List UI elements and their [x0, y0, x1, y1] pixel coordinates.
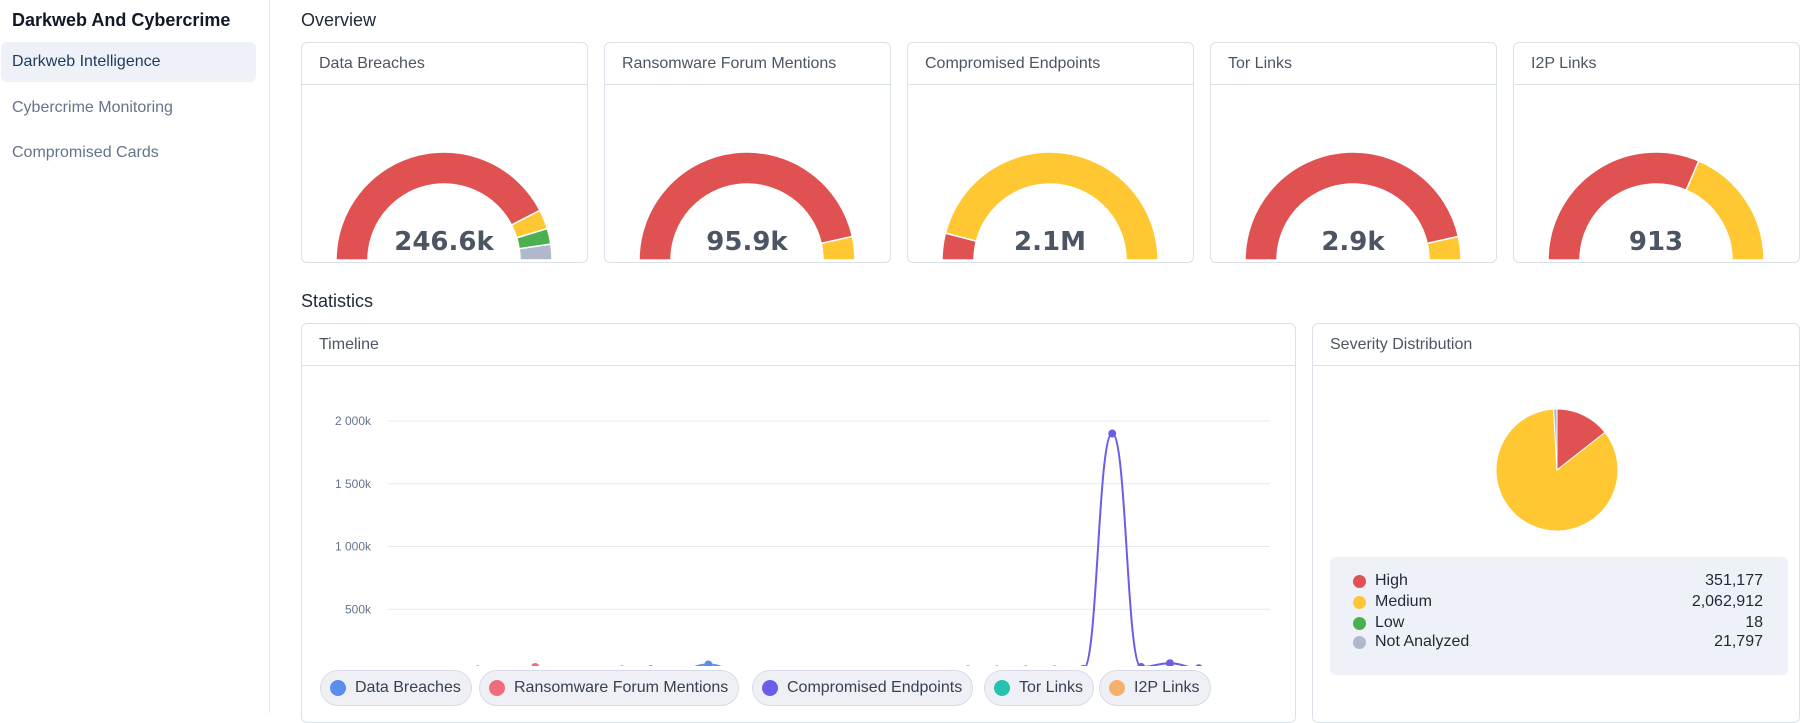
- severity-legend: High 351,177 Medium 2,062,912 Low 18 Not…: [1330, 557, 1788, 675]
- data-point[interactable]: [1051, 665, 1059, 666]
- gauge-segment[interactable]: [1686, 161, 1764, 260]
- y-tick-label: 500k: [345, 602, 372, 616]
- overview-title: Overview: [301, 10, 376, 31]
- legend-label: Ransomware Forum Mentions: [514, 679, 728, 697]
- y-tick-label: 1 000k: [335, 540, 372, 554]
- severity-row-not-analyzed: Not Analyzed 21,797: [1353, 632, 1763, 652]
- data-point[interactable]: [1108, 430, 1116, 438]
- severity-label: Not Analyzed: [1375, 633, 1469, 651]
- data-point[interactable]: [618, 665, 626, 666]
- overview-card-title: Compromised Endpoints: [908, 43, 1193, 85]
- overview-card: Data Breaches 246.6k: [301, 42, 588, 263]
- severity-dot-not-analyzed: [1353, 636, 1366, 649]
- data-point[interactable]: [531, 663, 539, 666]
- legend-dot-icon: [1109, 680, 1125, 696]
- data-point[interactable]: [474, 665, 482, 666]
- severity-value: 18: [1745, 614, 1763, 632]
- legend-dot-icon: [762, 680, 778, 696]
- severity-value: 2,062,912: [1692, 593, 1763, 611]
- data-point[interactable]: [704, 660, 712, 666]
- overview-card-title: Ransomware Forum Mentions: [605, 43, 890, 85]
- sidebar-item-compromised-cards[interactable]: Compromised Cards: [1, 133, 256, 173]
- data-point[interactable]: [993, 665, 1001, 666]
- severity-dot-low: [1353, 617, 1366, 630]
- y-tick-label: 1 500k: [335, 477, 372, 491]
- severity-label: Medium: [1375, 593, 1432, 611]
- series-line: [420, 434, 1286, 666]
- severity-label: High: [1375, 572, 1408, 590]
- severity-row-medium: Medium 2,062,912: [1353, 592, 1763, 612]
- overview-card-title: Data Breaches: [302, 43, 587, 85]
- overview-card-title: Tor Links: [1211, 43, 1496, 85]
- severity-title: Severity Distribution: [1313, 324, 1799, 366]
- legend-dot-icon: [994, 680, 1010, 696]
- data-point[interactable]: [1022, 665, 1030, 666]
- timeline-legend-item[interactable]: Ransomware Forum Mentions: [479, 670, 739, 706]
- data-point[interactable]: [1195, 664, 1203, 666]
- sidebar-title: Darkweb And Cybercrime: [12, 10, 230, 31]
- severity-value: 21,797: [1714, 633, 1763, 651]
- legend-label: I2P Links: [1134, 679, 1200, 697]
- overview-card: Ransomware Forum Mentions 95.9k: [604, 42, 891, 263]
- overview-card: Tor Links 2.9k: [1210, 42, 1497, 263]
- gauge-chart: 2.9k: [1211, 85, 1496, 262]
- overview-card: I2P Links 913: [1513, 42, 1800, 263]
- severity-dot-medium: [1353, 596, 1366, 609]
- severity-label: Low: [1375, 614, 1404, 632]
- timeline-legend-item[interactable]: Data Breaches: [320, 670, 472, 706]
- gauge-chart: 2.1M: [908, 85, 1193, 262]
- sidebar-item-cybercrime-monitoring[interactable]: Cybercrime Monitoring: [1, 88, 256, 128]
- data-point[interactable]: [964, 665, 972, 666]
- gauge-chart: 95.9k: [605, 85, 890, 262]
- severity-card: Severity Distribution High 351,177 Mediu…: [1312, 323, 1800, 723]
- gauge-value: 913: [1629, 227, 1683, 257]
- data-point[interactable]: [1166, 659, 1174, 666]
- timeline-title: Timeline: [302, 324, 1295, 366]
- overview-card-title: I2P Links: [1514, 43, 1799, 85]
- legend-label: Tor Links: [1019, 679, 1083, 697]
- gauge-chart: 246.6k: [302, 85, 587, 262]
- sidebar-item-darkweb-intelligence[interactable]: Darkweb Intelligence: [1, 42, 256, 82]
- legend-dot-icon: [489, 680, 505, 696]
- data-point[interactable]: [647, 665, 655, 666]
- legend-dot-icon: [330, 680, 346, 696]
- timeline-legend-item[interactable]: Tor Links: [984, 670, 1094, 706]
- timeline-legend-item[interactable]: Compromised Endpoints: [752, 670, 973, 706]
- statistics-title: Statistics: [301, 291, 373, 312]
- severity-row-high: High 351,177: [1353, 571, 1763, 591]
- severity-value: 351,177: [1705, 572, 1763, 590]
- severity-dot-high: [1353, 575, 1366, 588]
- y-tick-label: 2 000k: [335, 414, 372, 428]
- overview-card: Compromised Endpoints 2.1M: [907, 42, 1194, 263]
- sidebar: Darkweb And Cybercrime Darkweb Intellige…: [0, 0, 270, 713]
- severity-pie-chart: [1313, 366, 1799, 546]
- gauge-value: 2.1M: [1014, 227, 1086, 257]
- gauge-value: 2.9k: [1321, 227, 1385, 257]
- gauge-value: 95.9k: [706, 227, 788, 257]
- timeline-legend-item[interactable]: I2P Links: [1099, 670, 1211, 706]
- y-tick-label: 0: [364, 665, 371, 666]
- gauge-chart: 913: [1514, 85, 1799, 262]
- legend-label: Data Breaches: [355, 679, 461, 697]
- gauge-value: 246.6k: [394, 227, 494, 257]
- severity-row-low: Low 18: [1353, 613, 1763, 633]
- legend-label: Compromised Endpoints: [787, 679, 962, 697]
